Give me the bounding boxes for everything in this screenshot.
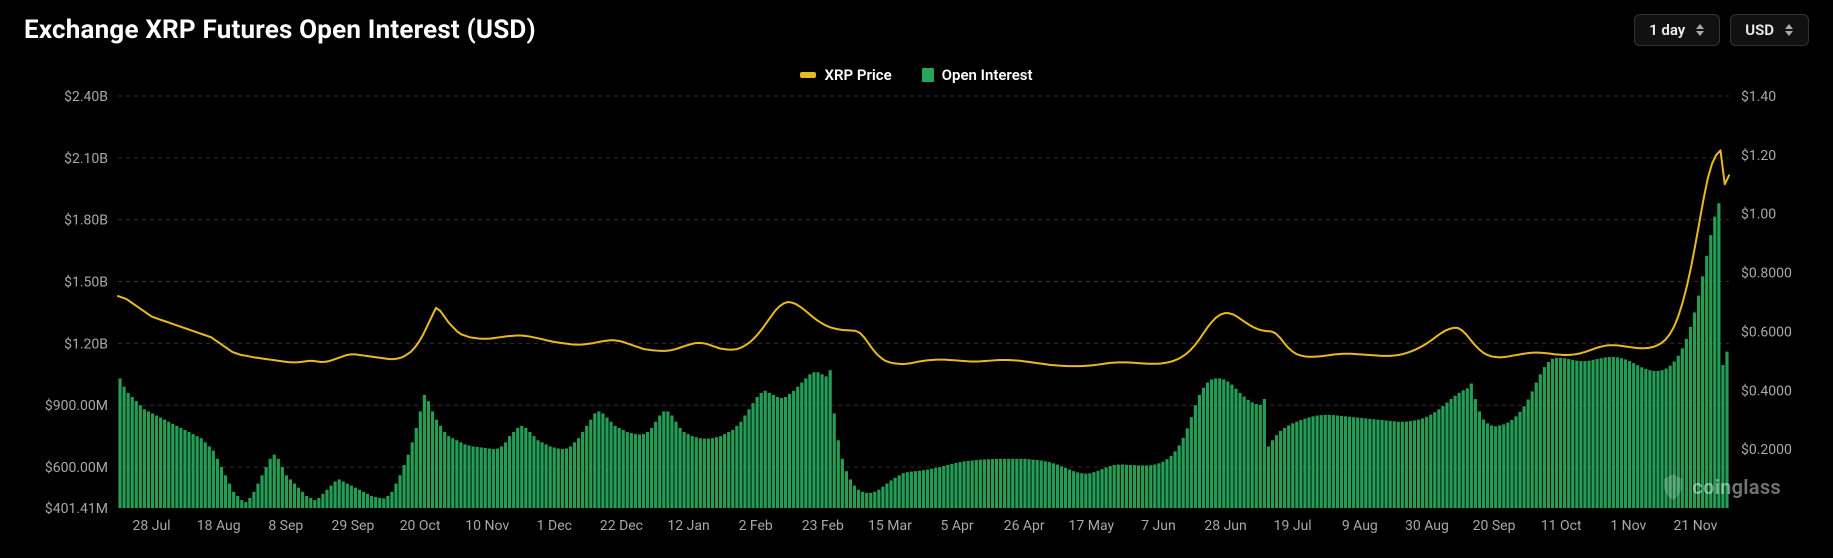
svg-text:$1.20B: $1.20B (64, 335, 108, 352)
svg-text:$900.00M: $900.00M (45, 397, 108, 414)
chevron-updown-icon (1695, 24, 1705, 36)
currency-selector[interactable]: USD (1730, 14, 1809, 46)
svg-text:1 Nov: 1 Nov (1610, 518, 1646, 534)
svg-text:2 Feb: 2 Feb (739, 518, 773, 534)
svg-text:7 Jun: 7 Jun (1141, 518, 1176, 534)
svg-text:22 Dec: 22 Dec (600, 518, 643, 534)
svg-text:11 Oct: 11 Oct (1541, 518, 1582, 534)
chart-area[interactable]: $401.41M $600.00M $900.00M $1.20B $1.50B $1.8… (0, 90, 1833, 542)
svg-text:28 Jun: 28 Jun (1204, 518, 1246, 534)
svg-text:26 Apr: 26 Apr (1004, 518, 1045, 534)
svg-text:19 Jul: 19 Jul (1274, 518, 1312, 534)
currency-label: USD (1745, 21, 1774, 39)
svg-text:20 Sep: 20 Sep (1473, 518, 1516, 534)
svg-text:17 May: 17 May (1069, 518, 1115, 534)
chart-title: Exchange XRP Futures Open Interest (USD) (24, 15, 536, 45)
svg-text:10 Nov: 10 Nov (465, 518, 509, 534)
legend-swatch-price (800, 72, 816, 78)
svg-text:$1.20: $1.20 (1741, 147, 1776, 164)
chart-controls: 1 day USD (1634, 14, 1809, 46)
svg-text:18 Aug: 18 Aug (197, 518, 241, 534)
svg-text:8 Sep: 8 Sep (268, 518, 303, 534)
svg-text:12 Jan: 12 Jan (667, 518, 709, 534)
svg-text:15 Mar: 15 Mar (868, 518, 912, 534)
chart-legend: XRP Price Open Interest (0, 46, 1833, 90)
legend-label-price: XRP Price (824, 66, 891, 84)
svg-text:$600.00M: $600.00M (45, 459, 108, 476)
svg-text:$2.40B: $2.40B (64, 90, 108, 105)
svg-text:29 Sep: 29 Sep (332, 518, 375, 534)
svg-text:$1.80B: $1.80B (64, 212, 108, 229)
svg-text:1 Dec: 1 Dec (537, 518, 572, 534)
svg-text:$1.00: $1.00 (1741, 206, 1776, 223)
svg-text:21 Nov: 21 Nov (1674, 518, 1718, 534)
svg-text:$0.8000: $0.8000 (1741, 265, 1792, 282)
svg-text:28 Jul: 28 Jul (133, 518, 171, 534)
svg-text:$401.41M: $401.41M (45, 500, 108, 517)
svg-text:$0.4000: $0.4000 (1741, 382, 1792, 399)
svg-text:$2.10B: $2.10B (64, 150, 108, 167)
svg-text:9 Aug: 9 Aug (1342, 518, 1378, 534)
chevron-updown-icon (1784, 24, 1794, 36)
timeframe-selector[interactable]: 1 day (1634, 14, 1720, 46)
legend-label-oi: Open Interest (942, 66, 1033, 84)
timeframe-label: 1 day (1649, 21, 1685, 39)
svg-text:$1.50B: $1.50B (64, 274, 108, 291)
svg-text:$1.40: $1.40 (1741, 90, 1776, 105)
svg-text:23 Feb: 23 Feb (802, 518, 844, 534)
legend-item-oi[interactable]: Open Interest (922, 66, 1033, 84)
svg-text:30 Aug: 30 Aug (1405, 518, 1449, 534)
chart-svg: $401.41M $600.00M $900.00M $1.20B $1.50B $1.8… (0, 90, 1833, 542)
svg-text:$0.2000: $0.2000 (1741, 441, 1792, 458)
legend-item-price[interactable]: XRP Price (800, 66, 891, 84)
svg-text:$0.6000: $0.6000 (1741, 323, 1792, 340)
svg-text:20 Oct: 20 Oct (400, 518, 441, 534)
svg-text:5 Apr: 5 Apr (941, 518, 974, 534)
legend-swatch-oi (922, 68, 934, 82)
